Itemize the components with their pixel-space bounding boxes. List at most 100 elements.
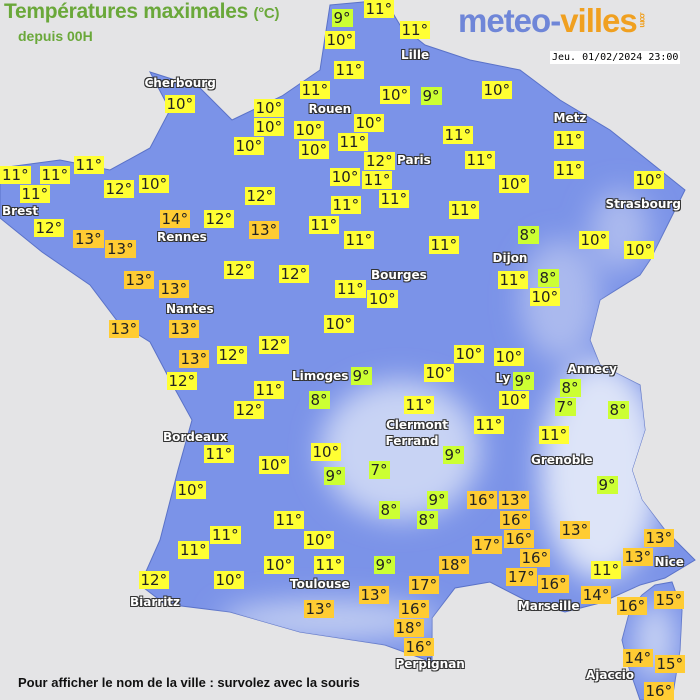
temperature-label[interactable]: 12° [223, 261, 255, 279]
temperature-label[interactable]: 11° [335, 280, 366, 298]
temperature-label[interactable]: 13° [643, 529, 675, 547]
temperature-label[interactable]: 11° [0, 165, 31, 184]
temperature-label[interactable]: 11° [363, 0, 395, 18]
temperature-label[interactable]: 13° [178, 350, 210, 368]
temperature-label[interactable]: 11° [39, 165, 71, 184]
temperature-label[interactable]: 11° [448, 201, 480, 219]
temperature-label[interactable]: 13° [105, 240, 136, 258]
temperature-label[interactable]: 12° [258, 336, 290, 354]
temperature-label[interactable]: 8° [308, 391, 330, 409]
temperature-label[interactable]: 13° [559, 521, 591, 539]
temperature-label[interactable]: 12° [364, 152, 395, 170]
temperature-label[interactable]: 10° [263, 556, 295, 574]
temperature-label[interactable]: 10° [303, 531, 335, 549]
temperature-label[interactable]: 10° [353, 114, 385, 132]
temperature-label[interactable]: 11° [19, 184, 51, 203]
temperature-label[interactable]: 8° [537, 269, 559, 287]
temperature-label[interactable]: 10° [213, 571, 245, 589]
temperature-label[interactable]: 11° [403, 396, 435, 414]
temperature-label[interactable]: 10° [164, 95, 196, 113]
temperature-label[interactable]: 8° [607, 401, 629, 419]
temperature-label[interactable]: 9° [323, 467, 345, 485]
temperature-label[interactable]: 12° [138, 571, 170, 589]
temperature-label[interactable]: 16° [616, 597, 648, 615]
temperature-label[interactable]: 10° [633, 171, 665, 189]
temperature-label[interactable]: 10° [258, 456, 290, 474]
temperature-label[interactable]: 11° [590, 561, 622, 579]
temperature-label[interactable]: 9° [373, 556, 395, 574]
temperature-label[interactable]: 12° [216, 346, 248, 364]
temperature-label[interactable]: 11° [553, 161, 585, 179]
temperature-label[interactable]: 9° [442, 446, 464, 464]
temperature-label[interactable]: 11° [178, 541, 209, 559]
temperature-label[interactable]: 11° [210, 526, 241, 544]
temperature-label[interactable]: 13° [303, 600, 335, 618]
temperature-label[interactable]: 16° [519, 549, 551, 568]
temperature-label[interactable]: 11° [273, 511, 305, 529]
temperature-label[interactable]: 16° [499, 511, 531, 529]
temperature-label[interactable]: 12° [203, 210, 235, 228]
temperature-label[interactable]: 11° [497, 271, 529, 289]
temperature-label[interactable]: 9° [512, 372, 534, 390]
temperature-label[interactable]: 11° [330, 196, 362, 214]
temperature-label[interactable]: 10° [498, 391, 530, 409]
temperature-label[interactable]: 10° [481, 81, 513, 99]
temperature-label[interactable]: 13° [498, 491, 530, 509]
temperature-label[interactable]: 13° [248, 221, 280, 239]
temperature-label[interactable]: 11° [299, 81, 331, 99]
temperature-label[interactable]: 11° [538, 426, 570, 444]
temperature-label[interactable]: 10° [578, 231, 610, 249]
temperature-label[interactable]: 10° [233, 136, 265, 155]
temperature-label[interactable]: 12° [278, 265, 310, 283]
temperature-label[interactable]: 15° [653, 591, 685, 609]
temperature-label[interactable]: 13° [73, 230, 104, 248]
temperature-label[interactable]: 11° [313, 556, 345, 574]
temperature-label[interactable]: 10° [293, 121, 325, 139]
temperature-label[interactable]: 7° [554, 398, 576, 416]
temperature-label[interactable]: 12° [33, 218, 65, 237]
temperature-label[interactable]: 11° [203, 445, 235, 463]
temperature-label[interactable]: 17° [408, 576, 440, 594]
temperature-label[interactable]: 11° [464, 151, 496, 169]
temperature-label[interactable]: 11° [361, 171, 393, 189]
temperature-label[interactable]: 13° [168, 320, 200, 338]
temperature-label[interactable]: 11° [442, 126, 474, 144]
temperature-label[interactable]: 8° [559, 379, 581, 397]
temperature-label[interactable]: 9° [596, 476, 618, 494]
meteo-villes-logo[interactable]: meteo-villes .com [458, 2, 647, 40]
temperature-label[interactable]: 8° [416, 511, 438, 529]
temperature-label[interactable]: 11° [308, 216, 340, 234]
temperature-label[interactable]: 15° [654, 655, 686, 673]
temperature-label[interactable]: 10° [175, 481, 207, 499]
temperature-label[interactable]: 12° [166, 372, 198, 390]
temperature-label[interactable]: 10° [324, 31, 356, 49]
temperature-label[interactable]: 10° [323, 315, 355, 333]
temperature-label[interactable]: 11° [553, 131, 585, 149]
temperature-label[interactable]: 10° [623, 241, 655, 259]
temperature-label[interactable]: 14° [580, 586, 612, 604]
temperature-label[interactable]: 7° [368, 461, 390, 479]
temperature-label[interactable]: 13° [358, 586, 390, 604]
temperature-label[interactable]: 10° [498, 175, 530, 193]
temperature-label[interactable]: 11° [333, 61, 365, 79]
temperature-label[interactable]: 10° [379, 86, 411, 104]
temperature-label[interactable]: 14° [159, 210, 191, 228]
temperature-label[interactable]: 8° [517, 226, 539, 244]
temperature-label[interactable]: 9° [350, 367, 372, 385]
temperature-label[interactable]: 9° [331, 9, 353, 27]
temperature-label[interactable]: 12° [233, 401, 265, 419]
temperature-label[interactable]: 11° [343, 231, 375, 249]
temperature-label[interactable]: 10° [529, 288, 561, 306]
temperature-label[interactable]: 10° [423, 363, 455, 382]
temperature-label[interactable]: 11° [428, 236, 460, 254]
temperature-label[interactable]: 13° [158, 280, 190, 298]
temperature-label[interactable]: 11° [473, 416, 505, 434]
temperature-label[interactable]: 16° [538, 575, 569, 593]
temperature-label[interactable]: 18° [393, 619, 425, 637]
temperature-label[interactable]: 12° [103, 180, 135, 198]
temperature-label[interactable]: 11° [73, 156, 105, 174]
temperature-label[interactable]: 13° [622, 548, 654, 566]
temperature-label[interactable]: 10° [367, 290, 398, 308]
temperature-label[interactable]: 16° [398, 600, 430, 618]
temperature-label[interactable]: 16° [403, 638, 435, 656]
